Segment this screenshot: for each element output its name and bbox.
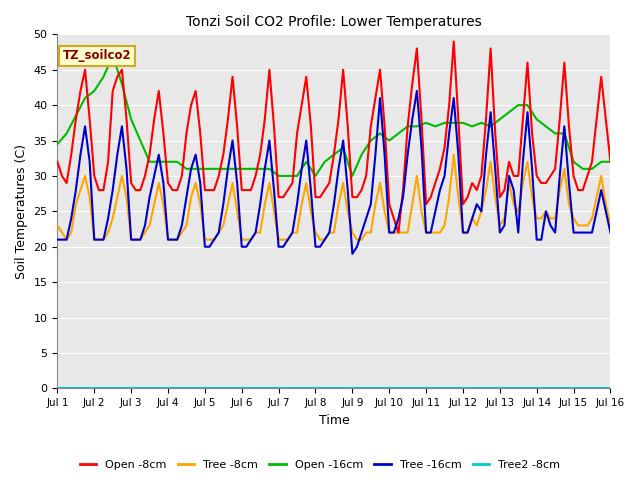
Title: Tonzi Soil CO2 Profile: Lower Temperatures: Tonzi Soil CO2 Profile: Lower Temperatur… [186,15,482,29]
Text: TZ_soilco2: TZ_soilco2 [63,49,132,62]
X-axis label: Time: Time [319,414,349,427]
Y-axis label: Soil Temperatures (C): Soil Temperatures (C) [15,144,28,279]
Legend: Open -8cm, Tree -8cm, Open -16cm, Tree -16cm, Tree2 -8cm: Open -8cm, Tree -8cm, Open -16cm, Tree -… [76,456,564,474]
